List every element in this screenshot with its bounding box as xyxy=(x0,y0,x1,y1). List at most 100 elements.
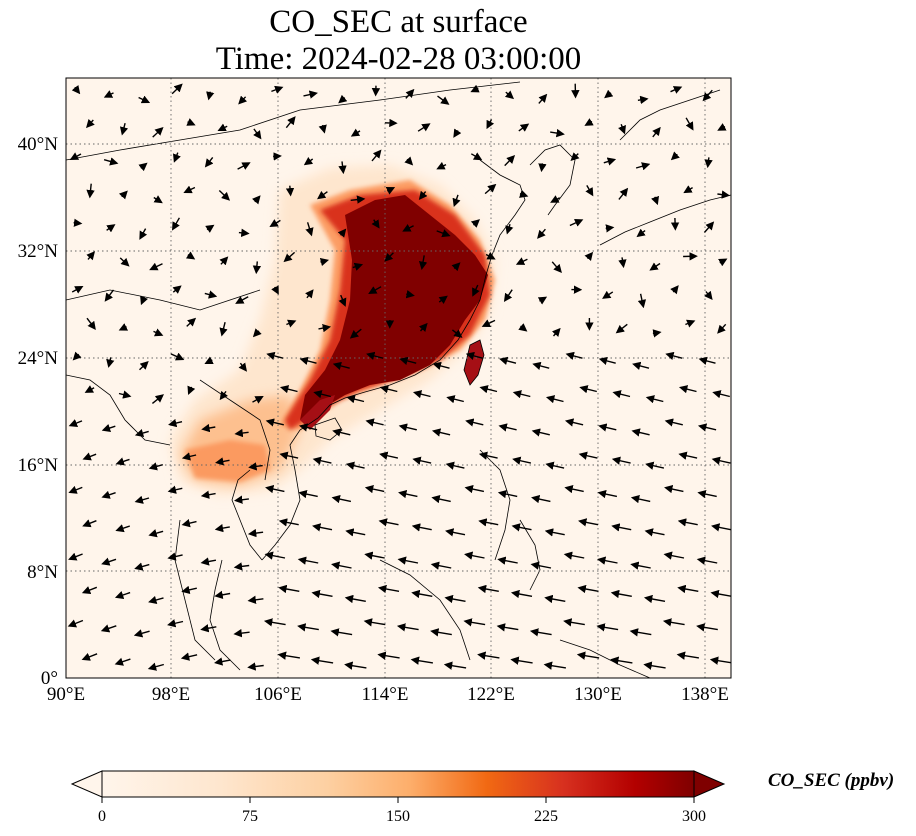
wind-arrow xyxy=(181,519,197,528)
wind-arrow xyxy=(484,183,497,195)
wind-arrow xyxy=(511,523,532,532)
wind-arrow xyxy=(297,623,319,632)
wind-arrow xyxy=(149,262,163,271)
colorbar-tick-label: 0 xyxy=(98,808,106,825)
wind-arrow xyxy=(477,651,500,660)
wind-arrow xyxy=(180,652,198,661)
wind-arrow xyxy=(153,328,164,337)
wind-arrow xyxy=(643,594,666,604)
wind-arrow xyxy=(219,322,228,337)
wind-arrow xyxy=(138,162,148,172)
plot-title-line2: Time: 2024-02-28 03:00:00 xyxy=(215,41,582,77)
wind-arrow xyxy=(118,323,129,331)
wind-arrow xyxy=(551,261,562,274)
wind-arrow xyxy=(204,290,218,299)
lat-tick-label: 0° xyxy=(41,668,58,689)
wind-arrow xyxy=(134,429,149,438)
wind-arrow xyxy=(412,456,432,465)
wind-arrow xyxy=(610,656,633,665)
wind-arrow xyxy=(73,218,83,227)
wind-arrow xyxy=(570,152,580,162)
wind-arrow xyxy=(685,319,696,328)
wind-arrow xyxy=(683,185,693,194)
wind-arrow xyxy=(443,661,467,670)
wind-arrow xyxy=(664,484,684,494)
wind-arrow xyxy=(697,489,717,499)
wind-arrow xyxy=(100,624,117,633)
wind-arrow xyxy=(233,628,250,638)
wind-arrow xyxy=(465,351,483,360)
wind-arrow xyxy=(696,556,718,565)
wind-arrow xyxy=(344,661,367,670)
wind-arrow xyxy=(114,657,131,666)
wind-arrow xyxy=(153,195,163,204)
wind-arrow xyxy=(238,95,248,105)
lat-tick-label: 40°N xyxy=(18,134,59,155)
wind-arrow xyxy=(186,118,196,126)
wind-arrow xyxy=(214,523,230,533)
wind-arrow xyxy=(605,224,615,233)
wind-arrow xyxy=(543,661,567,670)
wind-arrow xyxy=(167,619,184,628)
concentration-field xyxy=(170,165,495,495)
wind-arrow xyxy=(711,523,731,532)
wind-arrow xyxy=(635,162,651,171)
wind-arrow xyxy=(234,428,249,438)
wind-arrow xyxy=(206,91,215,101)
wind-arrow xyxy=(312,456,332,465)
wind-arrow xyxy=(577,584,599,594)
wind-arrow xyxy=(405,88,415,99)
wind-arrow xyxy=(465,418,484,427)
wind-arrow xyxy=(72,351,82,361)
wind-arrow xyxy=(82,519,97,528)
wind-arrow xyxy=(611,523,632,532)
wind-arrow xyxy=(670,285,679,295)
wind-arrow xyxy=(238,228,250,238)
lon-tick-label: 114°E xyxy=(362,684,409,705)
wind-arrow xyxy=(170,352,185,361)
wind-arrow xyxy=(338,94,348,104)
wind-arrow xyxy=(677,584,699,594)
wind-arrow xyxy=(201,423,216,433)
wind-arrow xyxy=(365,418,384,427)
lat-tick-label: 16°N xyxy=(18,455,59,476)
wind-arrow xyxy=(445,461,465,470)
wind-arrow xyxy=(167,552,183,561)
wind-arrow xyxy=(652,126,661,138)
wind-arrow xyxy=(604,89,614,99)
wind-arrow xyxy=(168,418,183,428)
lat-tick-label: 8°N xyxy=(27,562,58,583)
wind-arrow xyxy=(718,258,728,267)
wind-arrow xyxy=(452,194,461,208)
wind-arrow xyxy=(271,85,284,94)
wind-arrow xyxy=(418,190,428,200)
wind-arrow xyxy=(538,93,548,104)
wind-arrow xyxy=(278,584,300,594)
wind-arrow xyxy=(86,119,95,129)
wind-arrow xyxy=(305,222,314,237)
wind-arrow xyxy=(596,623,619,632)
wind-arrow xyxy=(344,594,366,604)
map-frame xyxy=(65,77,732,679)
wind-arrow xyxy=(200,490,216,499)
wind-arrow xyxy=(271,285,279,295)
wind-arrow xyxy=(200,624,217,633)
wind-arrow xyxy=(645,395,664,404)
wind-arrow xyxy=(504,90,515,100)
wind-arrow xyxy=(632,361,650,370)
wind-arrow xyxy=(472,284,480,297)
wind-arrow xyxy=(104,289,115,302)
wind-arrow xyxy=(417,123,431,132)
wind-arrow xyxy=(205,224,215,233)
wind-arrow xyxy=(411,589,433,599)
wind-arrow xyxy=(485,251,496,260)
wind-arrow xyxy=(481,319,496,327)
wind-arrow xyxy=(234,495,249,504)
wind-arrow xyxy=(81,586,98,594)
wind-arrow xyxy=(405,290,415,299)
wind-arrow xyxy=(337,228,347,238)
wind-arrow xyxy=(563,618,585,627)
wind-arrow xyxy=(479,385,498,394)
colorbar-extend-max xyxy=(693,770,726,798)
